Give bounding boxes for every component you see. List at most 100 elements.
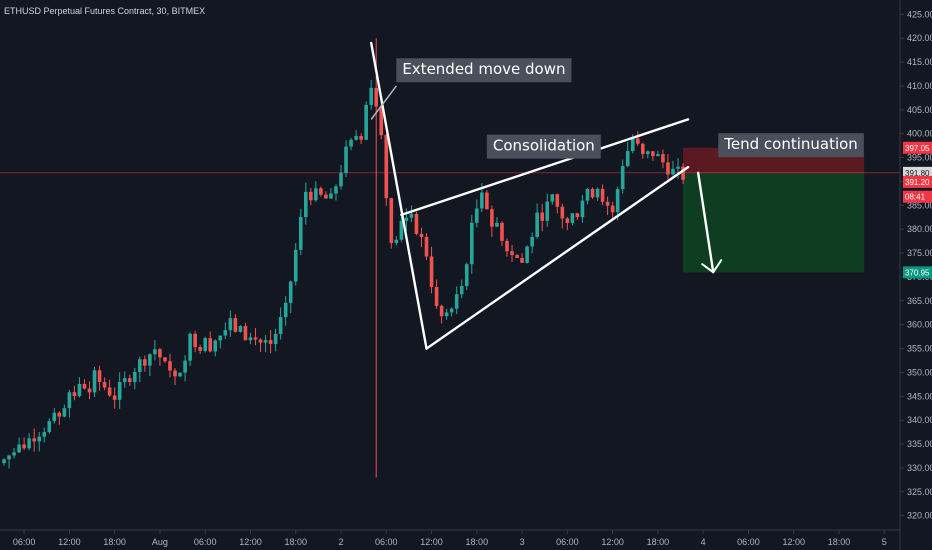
annotation-label: Extended move down <box>396 58 572 83</box>
candle-body <box>630 138 635 152</box>
y-tick-label: 320.00 <box>907 511 932 521</box>
x-tick-label: 5 <box>882 537 887 547</box>
candle-body <box>434 286 439 306</box>
candle-body <box>82 383 87 389</box>
candle-body <box>238 326 243 332</box>
x-tick-label: 12:00 <box>58 537 81 547</box>
x-tick-label: 18:00 <box>647 537 670 547</box>
y-tick-label: 400.00 <box>907 129 932 139</box>
candle-body <box>505 240 509 252</box>
price-badge <box>903 141 932 154</box>
candle-body <box>339 172 343 187</box>
price-badge-label: 370.95 <box>905 268 930 277</box>
candle-body <box>575 213 580 218</box>
candle-body <box>419 233 424 237</box>
candle-body <box>143 359 147 366</box>
candle-body <box>52 412 57 422</box>
candle-body <box>565 218 570 223</box>
candle-body <box>37 436 42 442</box>
y-tick-label: 375.00 <box>907 248 932 258</box>
candle-body <box>444 312 449 317</box>
candle-body <box>278 317 283 334</box>
candlestick-series <box>2 38 685 478</box>
y-tick-label: 355.00 <box>907 344 932 354</box>
x-tick-label: 12:00 <box>782 537 805 547</box>
y-tick-label: 395.00 <box>907 153 932 163</box>
candle-body <box>635 138 640 144</box>
candle-body <box>535 212 539 237</box>
candle-body <box>605 201 610 206</box>
candle-body <box>324 194 328 199</box>
x-tick-label: 06:00 <box>375 537 398 547</box>
candle-body <box>490 209 494 227</box>
y-tick-label: 340.00 <box>907 415 932 425</box>
y-tick-label: 350.00 <box>907 367 932 377</box>
candle-body <box>253 337 258 340</box>
annotation-layer: Extended move down Consolidation Tend cont… <box>396 58 864 159</box>
candle-body <box>656 154 660 157</box>
candle-body <box>540 212 545 221</box>
candle-body <box>127 378 132 383</box>
trendline <box>425 165 690 350</box>
y-tick-label: 380.00 <box>907 224 932 234</box>
price-badge-label: 391.80 <box>905 169 930 178</box>
candle-body <box>112 395 117 400</box>
x-tick-label: 18:00 <box>284 537 307 547</box>
candle-body <box>117 381 122 400</box>
candle-body <box>404 217 409 221</box>
candle-body <box>72 392 77 397</box>
candle-body <box>138 359 142 373</box>
candle-body <box>27 438 31 449</box>
price-badge <box>903 190 932 203</box>
candle-body <box>304 191 308 218</box>
candle-body <box>334 186 338 194</box>
candle-body <box>344 146 348 173</box>
candle-body <box>651 151 655 157</box>
price-badge-label: 391.20 <box>905 178 930 187</box>
candle-body <box>646 151 650 155</box>
candle-body <box>47 421 52 433</box>
candle-body <box>288 281 293 303</box>
candle-body <box>399 220 404 240</box>
y-tick-label: 335.00 <box>907 439 932 449</box>
candle-body <box>158 349 162 358</box>
price-badge <box>903 166 932 179</box>
annotation-box <box>396 58 572 83</box>
candle-body <box>243 326 248 341</box>
candle-body <box>203 338 207 351</box>
candle-body <box>681 166 685 180</box>
candle-body <box>314 188 318 201</box>
candle-body <box>661 154 665 163</box>
x-tick-label: 06:00 <box>737 537 760 547</box>
candle-body <box>641 143 645 155</box>
candle-body <box>595 188 600 198</box>
candle-body <box>263 340 268 343</box>
candle-body <box>32 438 36 442</box>
candle-body <box>349 139 353 147</box>
candle-body <box>666 162 670 175</box>
candle-body <box>424 236 429 257</box>
candle-body <box>92 370 97 393</box>
candle-body <box>17 444 21 453</box>
trendline-layer <box>369 41 723 350</box>
time-axis[interactable]: 06:00 12:00 18:00 Aug 06:00 12:00 18:00 2 06:00 1… <box>13 530 887 547</box>
candle-body <box>555 194 560 207</box>
candle-body <box>500 222 504 241</box>
x-tick-label: 18:00 <box>103 537 126 547</box>
candle-body <box>218 335 223 341</box>
candle-body <box>379 106 384 136</box>
x-tick-label: 12:00 <box>601 537 624 547</box>
candle-body <box>298 217 303 250</box>
y-tick-label: 385.00 <box>907 200 932 210</box>
candle-body <box>570 213 575 223</box>
candle-body <box>600 188 605 202</box>
candle-body <box>364 104 368 140</box>
candle-body <box>293 249 298 282</box>
candle-body <box>610 205 615 213</box>
arrow-head <box>701 259 723 274</box>
candle-body <box>22 444 26 449</box>
candle-body <box>122 378 127 382</box>
candle-body <box>7 455 11 460</box>
candle-body <box>580 200 585 218</box>
